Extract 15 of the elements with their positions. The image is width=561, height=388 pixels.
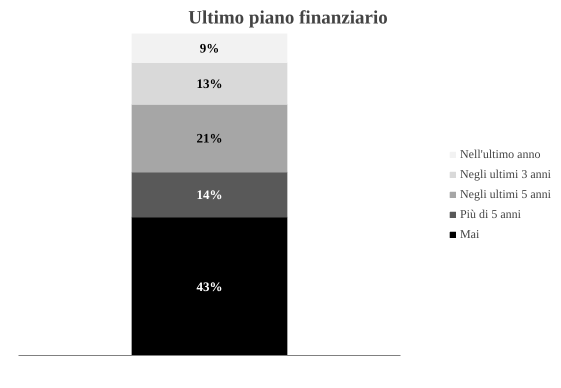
legend-label: Negli ultimi 3 anni	[460, 166, 551, 182]
bar	[132, 62, 288, 105]
bar	[132, 171, 288, 218]
data-label: 9%	[200, 40, 220, 56]
legend-label: Negli ultimi 5 anni	[460, 186, 551, 202]
legend-label: Mai	[460, 226, 480, 242]
data-label: 43%	[196, 278, 222, 294]
chart-title: Ultimo piano finanziario	[188, 8, 388, 28]
legend-label: Più di 5 anni	[460, 206, 522, 222]
data-label: 13%	[196, 76, 222, 91]
data-label: 14%	[196, 187, 222, 202]
bar	[132, 34, 288, 63]
legend-label: Nell'ultimo anno	[460, 146, 540, 162]
data-label: 21%	[196, 130, 222, 146]
bar	[132, 104, 288, 172]
